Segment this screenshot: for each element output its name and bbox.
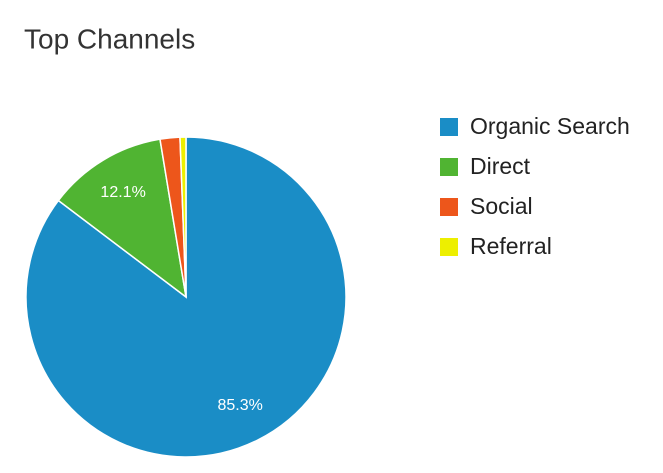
pie-slice (179, 136, 187, 298)
legend-swatch (440, 158, 458, 176)
legend-label: Organic Search (470, 113, 630, 139)
legend-label: Direct (470, 153, 531, 179)
legend-label: Social (470, 193, 533, 219)
legend-swatch (440, 118, 458, 136)
pie-slice (57, 138, 188, 299)
data-label: 85.3% (217, 397, 262, 414)
data-label: 12.1% (100, 184, 145, 201)
legend-swatch (440, 238, 458, 256)
legend-swatch (440, 198, 458, 216)
chart-title: Top Channels (24, 23, 195, 54)
legend-label: Referral (470, 233, 552, 259)
